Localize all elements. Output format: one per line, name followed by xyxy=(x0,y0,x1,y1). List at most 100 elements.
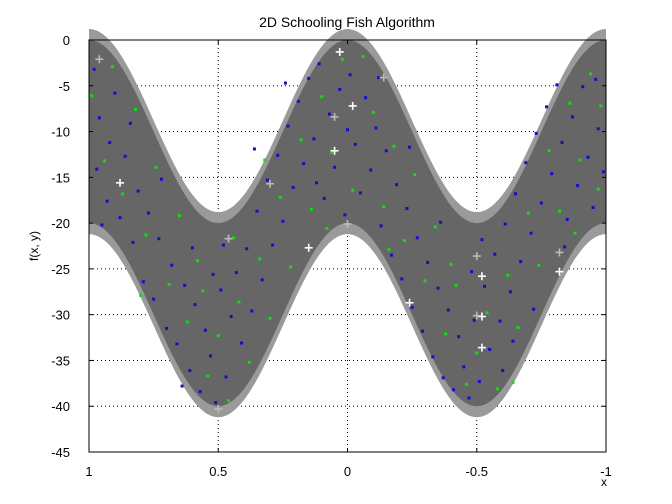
data-point xyxy=(511,380,515,384)
y-tick-label: -35 xyxy=(51,353,70,368)
data-point xyxy=(506,273,510,277)
data-point xyxy=(426,260,430,264)
chart-title: 2D Schooling Fish Algorithm xyxy=(259,14,435,30)
data-point xyxy=(423,279,427,283)
data-point xyxy=(325,227,329,231)
y-tick-label: -20 xyxy=(51,216,70,231)
data-point xyxy=(211,272,215,276)
data-point xyxy=(193,303,197,307)
plus-marker xyxy=(330,112,339,121)
data-point xyxy=(131,240,135,244)
x-tick-label: -0.5 xyxy=(466,464,488,479)
data-point xyxy=(573,231,577,235)
data-point xyxy=(596,187,600,191)
data-point xyxy=(475,351,479,355)
data-point xyxy=(333,165,337,169)
data-point xyxy=(454,283,458,287)
data-point xyxy=(144,233,148,237)
plus-marker xyxy=(224,234,233,243)
data-point xyxy=(110,65,114,69)
data-point xyxy=(152,297,156,301)
data-point xyxy=(123,154,127,158)
data-point xyxy=(408,145,412,149)
data-point xyxy=(601,170,605,174)
y-tick-label: -15 xyxy=(51,170,70,185)
data-point xyxy=(420,329,424,333)
data-point xyxy=(508,290,512,294)
data-point xyxy=(136,189,140,193)
data-point xyxy=(90,94,94,98)
data-point xyxy=(203,328,207,332)
data-point xyxy=(374,126,378,130)
data-point xyxy=(216,334,220,338)
data-point xyxy=(563,245,567,249)
data-point xyxy=(392,144,396,148)
data-point xyxy=(599,104,603,108)
x-tick-label: 1 xyxy=(85,464,92,479)
data-point xyxy=(547,149,551,153)
data-point xyxy=(268,316,272,320)
data-point xyxy=(488,347,492,351)
data-point xyxy=(314,181,318,185)
data-point xyxy=(214,401,218,405)
plus-marker xyxy=(477,272,486,281)
data-point xyxy=(234,271,238,275)
data-point xyxy=(483,284,487,288)
data-point xyxy=(317,62,321,66)
data-point xyxy=(361,54,365,58)
data-point xyxy=(586,155,590,159)
data-point xyxy=(493,252,497,256)
data-point xyxy=(291,185,295,189)
plus-marker xyxy=(477,312,486,321)
data-point xyxy=(534,131,538,135)
data-point xyxy=(410,305,414,309)
x-tick-label: 0 xyxy=(344,464,351,479)
data-point xyxy=(206,374,210,378)
data-point xyxy=(568,101,572,105)
data-point xyxy=(594,77,598,81)
plus-marker xyxy=(555,248,564,257)
data-point xyxy=(281,219,285,223)
data-point xyxy=(108,141,112,145)
data-point xyxy=(470,270,474,274)
data-point xyxy=(255,209,259,213)
data-point xyxy=(237,300,241,304)
data-point xyxy=(402,239,406,243)
data-point xyxy=(433,225,437,229)
data-point xyxy=(537,263,541,267)
data-point xyxy=(351,188,355,192)
data-point xyxy=(539,201,543,205)
data-point xyxy=(118,216,122,220)
data-point xyxy=(511,339,515,343)
data-point xyxy=(245,247,249,251)
data-point xyxy=(302,162,306,166)
data-point xyxy=(92,67,96,71)
data-point xyxy=(167,282,171,286)
data-point xyxy=(139,293,143,297)
data-point xyxy=(177,214,181,218)
data-point xyxy=(364,96,368,100)
data-point xyxy=(565,217,569,221)
data-point xyxy=(578,158,582,162)
data-point xyxy=(532,307,536,311)
plus-marker xyxy=(335,47,344,56)
data-point xyxy=(343,213,347,217)
plus-marker xyxy=(330,146,339,155)
data-point xyxy=(97,116,101,120)
data-point xyxy=(103,159,107,163)
data-point xyxy=(121,192,125,196)
data-point xyxy=(358,191,362,195)
data-point xyxy=(330,151,334,155)
data-point xyxy=(387,248,391,252)
data-point xyxy=(570,115,574,119)
plus-marker xyxy=(472,311,481,320)
data-point xyxy=(405,206,409,210)
data-point xyxy=(495,387,499,391)
data-points xyxy=(90,47,605,413)
data-point xyxy=(550,172,554,176)
data-point xyxy=(327,112,331,116)
data-point xyxy=(146,211,150,215)
data-point xyxy=(444,332,448,336)
x-axis-label: x xyxy=(601,475,607,489)
data-point xyxy=(485,311,489,315)
